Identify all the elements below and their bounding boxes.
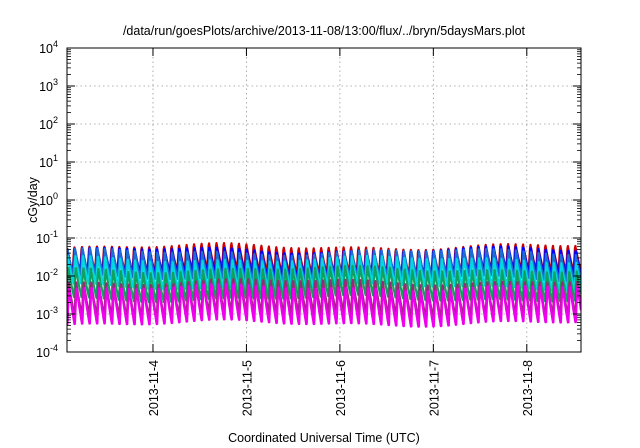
series-line bbox=[67, 283, 581, 328]
series-line bbox=[67, 264, 581, 304]
x-axis-label: Coordinated Universal Time (UTC) bbox=[228, 431, 420, 445]
y-tick-label: 101 bbox=[39, 153, 58, 170]
y-tick-labels: 10-4 10-3 10-2 10-1 100 101 102 103 104 bbox=[36, 39, 58, 360]
grid bbox=[67, 48, 581, 352]
y-tick-label: 104 bbox=[39, 39, 58, 56]
x-tick-label: 2013-11-4 bbox=[147, 360, 161, 416]
x-tick-label: 2013-11-5 bbox=[240, 360, 254, 416]
chart-title: /data/run/goesPlots/archive/2013-11-08/1… bbox=[123, 24, 526, 38]
y-tick-label: 10-1 bbox=[36, 229, 58, 246]
y-tick-label: 10-2 bbox=[36, 267, 58, 284]
axis-ticks bbox=[67, 47, 581, 353]
y-tick-label: 100 bbox=[39, 191, 58, 208]
y-tick-label: 10-3 bbox=[36, 305, 58, 322]
y-axis-label: cGy/day bbox=[26, 176, 40, 223]
x-tick-labels: 2013-11-4 2013-11-5 2013-11-6 2013-11-7 2013… bbox=[147, 360, 535, 416]
x-tick-label: 2013-11-7 bbox=[427, 360, 441, 416]
series-group bbox=[67, 242, 581, 328]
y-tick-label: 103 bbox=[39, 77, 58, 94]
x-tick-label: 2013-11-8 bbox=[521, 360, 535, 416]
y-tick-label: 102 bbox=[39, 115, 58, 132]
y-tick-label: 10-4 bbox=[36, 343, 58, 360]
x-tick-label: 2013-11-6 bbox=[334, 360, 348, 416]
